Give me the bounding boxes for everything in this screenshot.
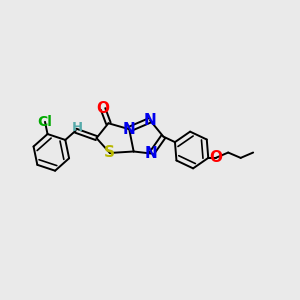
Text: H: H (72, 121, 83, 134)
Text: N: N (123, 122, 136, 137)
Text: O: O (209, 150, 222, 165)
Text: S: S (104, 146, 116, 160)
Text: N: N (145, 146, 158, 161)
Text: O: O (97, 101, 110, 116)
Text: N: N (144, 113, 156, 128)
Text: Cl: Cl (38, 115, 52, 129)
